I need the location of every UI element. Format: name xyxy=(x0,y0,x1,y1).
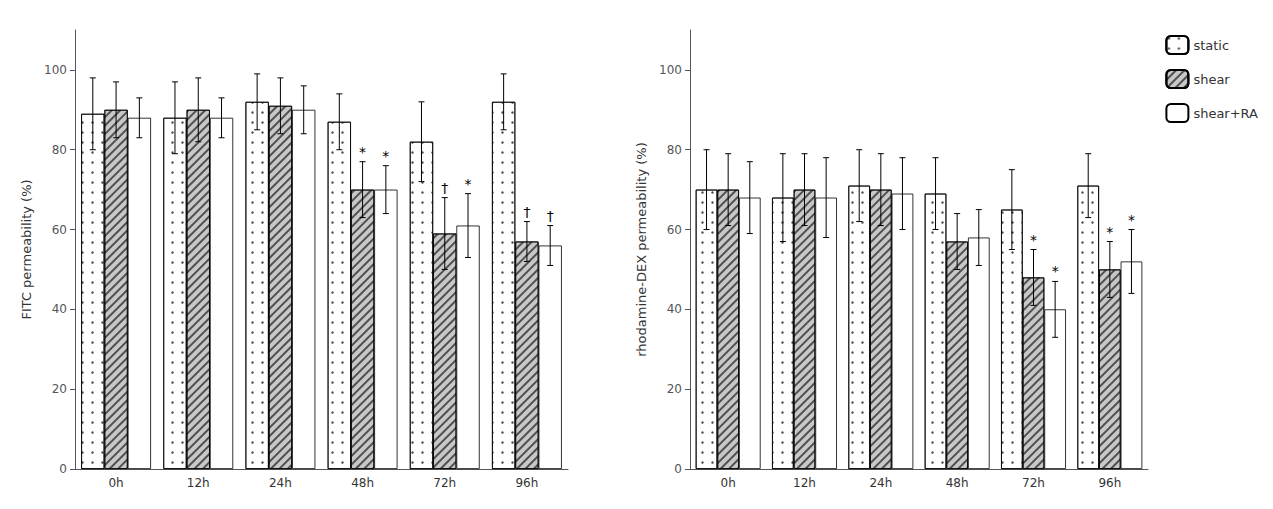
svg-text:72h: 72h xyxy=(433,476,456,490)
svg-text:100: 100 xyxy=(659,63,682,77)
svg-text:40: 40 xyxy=(667,302,682,316)
svg-text:0h: 0h xyxy=(108,476,123,490)
svg-text:20: 20 xyxy=(667,382,682,396)
svg-text:24h: 24h xyxy=(869,476,892,490)
svg-text:static: static xyxy=(1193,38,1229,53)
svg-text:*: * xyxy=(1128,212,1135,228)
svg-text:60: 60 xyxy=(667,223,682,237)
svg-text:rhodamine-DEX permeability (%): rhodamine-DEX permeability (%) xyxy=(634,142,649,357)
svg-text:*: * xyxy=(1030,232,1037,248)
svg-text:shear+RA: shear+RA xyxy=(1193,106,1258,121)
svg-text:24h: 24h xyxy=(269,476,292,490)
svg-text:*: * xyxy=(465,176,472,192)
svg-text:80: 80 xyxy=(52,143,67,157)
svg-text:100: 100 xyxy=(44,63,67,77)
svg-text:†: † xyxy=(441,180,448,196)
svg-text:80: 80 xyxy=(667,143,682,157)
svg-text:60: 60 xyxy=(52,223,67,237)
svg-text:†: † xyxy=(523,204,530,220)
svg-text:*: * xyxy=(359,144,366,160)
svg-text:FITC permeability (%): FITC permeability (%) xyxy=(19,179,34,319)
svg-text:48h: 48h xyxy=(351,476,374,490)
svg-text:96h: 96h xyxy=(1098,476,1121,490)
svg-text:*: * xyxy=(1106,224,1113,240)
svg-text:12h: 12h xyxy=(187,476,210,490)
svg-text:48h: 48h xyxy=(946,476,969,490)
svg-text:96h: 96h xyxy=(515,476,538,490)
svg-text:0h: 0h xyxy=(721,476,736,490)
svg-text:12h: 12h xyxy=(793,476,816,490)
svg-text:0: 0 xyxy=(59,462,67,476)
svg-text:†: † xyxy=(547,208,554,224)
svg-text:72h: 72h xyxy=(1022,476,1045,490)
svg-text:*: * xyxy=(382,148,389,164)
svg-text:shear: shear xyxy=(1193,72,1230,87)
svg-text:20: 20 xyxy=(52,382,67,396)
svg-text:40: 40 xyxy=(52,302,67,316)
svg-text:*: * xyxy=(1052,263,1059,279)
svg-text:0: 0 xyxy=(674,462,682,476)
